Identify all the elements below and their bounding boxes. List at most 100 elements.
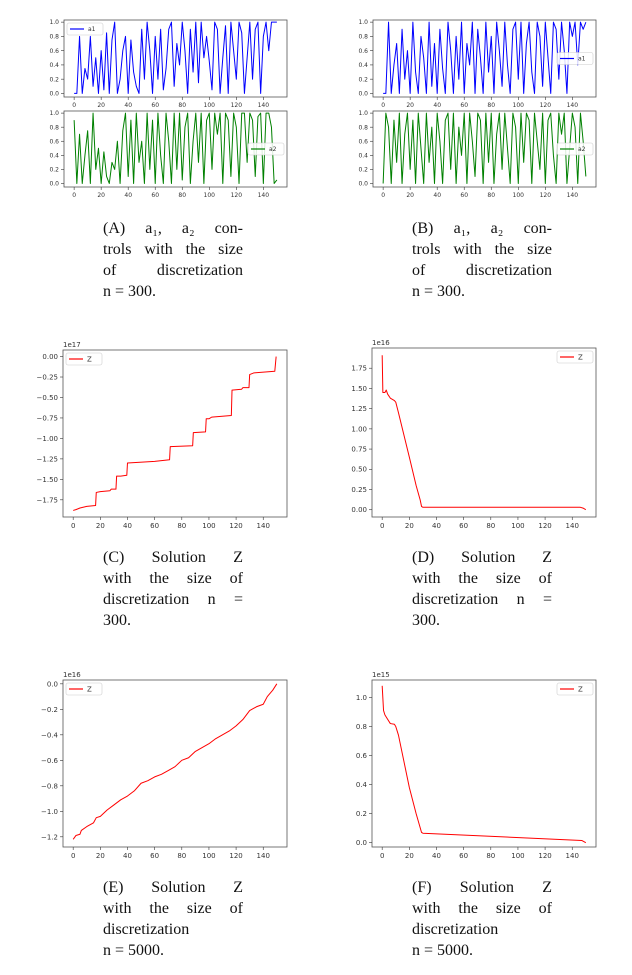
y-tick-label: 0.6 xyxy=(49,138,59,145)
axis-offset-label: 1e16 xyxy=(63,671,81,679)
y-tick-label: −0.8 xyxy=(41,782,58,790)
y-tick-label: −1.50 xyxy=(37,476,58,484)
x-tick-label: 20 xyxy=(406,192,414,199)
legend-box xyxy=(247,142,285,156)
x-tick-label: 0 xyxy=(72,102,76,109)
axes-frame xyxy=(63,110,288,188)
y-tick-label: 0.00 xyxy=(351,506,367,514)
x-tick-label: 120 xyxy=(538,522,551,530)
x-tick-label: 20 xyxy=(97,102,105,109)
x-tick-label: 60 xyxy=(151,192,159,199)
x-tick-label: 40 xyxy=(124,192,132,199)
x-tick-label: 80 xyxy=(487,192,495,199)
y-tick-label: −0.4 xyxy=(41,731,59,739)
axis-offset-label: 1e16 xyxy=(372,339,390,347)
legend-label: a2 xyxy=(269,146,277,153)
x-tick-label: 120 xyxy=(229,852,242,860)
legend: Z xyxy=(556,682,594,696)
y-tick-label: 1.0 xyxy=(358,110,368,117)
x-tick-label: 80 xyxy=(178,192,186,199)
legend: a1 xyxy=(66,22,104,36)
x-tick-label: 100 xyxy=(511,852,524,860)
caption-line: n = 5000. xyxy=(103,942,165,959)
caption-e: (E) Solution Z with the size of discreti… xyxy=(103,877,243,961)
y-tick-label: −0.25 xyxy=(37,373,58,381)
x-tick-label: 0 xyxy=(71,852,75,860)
y-tick-label: −0.50 xyxy=(37,394,58,402)
axis-offset-label: 1e15 xyxy=(372,671,390,679)
y-tick-label: 0.8 xyxy=(49,124,59,131)
chart-c: 0 20 40 60 80 100 120 140 0.00 −0.25 −0.50 −0.75 −1.… xyxy=(37,341,288,530)
x-tick-label: 20 xyxy=(96,522,105,530)
x-tick-label: 40 xyxy=(433,102,441,109)
x-tick-label: 60 xyxy=(459,522,468,530)
x-tick-label: 100 xyxy=(204,102,216,109)
x-tick-label: 120 xyxy=(540,192,552,199)
x-tick-label: 100 xyxy=(511,522,524,530)
caption-line: with the size of xyxy=(412,900,552,917)
x-tick-label: 0 xyxy=(71,522,75,530)
y-tick-label: −1.0 xyxy=(41,808,58,816)
axes-frame xyxy=(371,347,597,518)
legend: Z xyxy=(65,352,103,366)
x-tick-label: 80 xyxy=(177,522,186,530)
x-tick-label: 40 xyxy=(123,852,132,860)
y-tick-label: 1.0 xyxy=(49,19,59,26)
y-tick-label: 0.8 xyxy=(49,33,59,40)
legend-label: Z xyxy=(87,685,92,693)
x-tick-label: 140 xyxy=(566,522,579,530)
x-tick-label: 0 xyxy=(380,852,384,860)
legend: a2 xyxy=(556,142,594,156)
y-tick-label: 0.2 xyxy=(356,810,367,818)
y-tick-label: 0.8 xyxy=(358,124,368,131)
axes-frame xyxy=(62,679,288,848)
caption-line: (B) a₁, a₂ con- xyxy=(412,220,552,237)
y-tick-label: 0.0 xyxy=(49,91,59,98)
chart-d: 0 20 40 60 80 100 120 140 0.00 0.25 0.50 0.75 1.00 1.… xyxy=(351,339,597,530)
caption-line: (E) Solution Z xyxy=(103,879,243,896)
legend-box xyxy=(65,352,103,366)
series-line-z xyxy=(73,356,277,511)
y-tick-label: 1.00 xyxy=(351,425,367,433)
chart-b-bottom: 0 20 40 60 80 100 120 140 0.0 0.2 0.4 0.6 0.8 1.0 a2 xyxy=(358,110,597,199)
caption-a: (A) a₁, a₂ con- trols with the size of d… xyxy=(103,218,243,302)
y-tick-label: 1.0 xyxy=(358,19,368,26)
x-tick-label: 60 xyxy=(460,102,468,109)
legend: a2 xyxy=(247,142,285,156)
y-tick-label: 0.25 xyxy=(351,486,367,494)
x-tick-label: 60 xyxy=(150,522,159,530)
series-line-a1 xyxy=(74,21,277,94)
x-tick-label: 140 xyxy=(258,102,270,109)
chart-b-top: 0 20 40 60 80 100 120 140 0.0 0.2 0.4 0.6 0.8 1.0 a1 xyxy=(358,19,597,109)
legend-box xyxy=(66,22,104,36)
x-tick-label: 100 xyxy=(202,852,215,860)
y-tick-label: 0.00 xyxy=(42,353,58,361)
axes-frame xyxy=(62,349,288,518)
legend-label: Z xyxy=(578,685,583,693)
y-tick-label: 0.2 xyxy=(358,167,368,174)
x-tick-label: 140 xyxy=(567,102,579,109)
series-line-z xyxy=(381,685,587,844)
x-tick-label: 40 xyxy=(432,852,441,860)
x-tick-label: 140 xyxy=(257,852,270,860)
x-tick-label: 20 xyxy=(405,852,414,860)
x-tick-label: 60 xyxy=(460,192,468,199)
caption-c: (C) Solution Z with the size of discreti… xyxy=(103,547,243,631)
y-tick-label: 1.25 xyxy=(351,405,367,413)
x-tick-label: 80 xyxy=(177,852,186,860)
chart-a-bottom: 0 20 40 60 80 100 120 140 0.0 0.2 0.4 0.6 0.8 1.0 a2 xyxy=(49,110,288,199)
caption-line: (F) Solution Z xyxy=(412,879,552,896)
axis-offset-label: 1e17 xyxy=(63,341,81,349)
x-tick-label: 20 xyxy=(405,522,414,530)
x-tick-label: 0 xyxy=(381,192,385,199)
y-tick-label: −0.6 xyxy=(41,757,59,765)
caption-line: with the size of xyxy=(103,570,243,587)
y-tick-label: −1.25 xyxy=(37,455,58,463)
x-tick-label: 40 xyxy=(123,522,132,530)
caption-line: discretization xyxy=(103,921,190,938)
y-tick-label: 0.4 xyxy=(49,152,59,159)
x-tick-label: 80 xyxy=(486,852,495,860)
y-tick-label: 0.2 xyxy=(49,167,59,174)
